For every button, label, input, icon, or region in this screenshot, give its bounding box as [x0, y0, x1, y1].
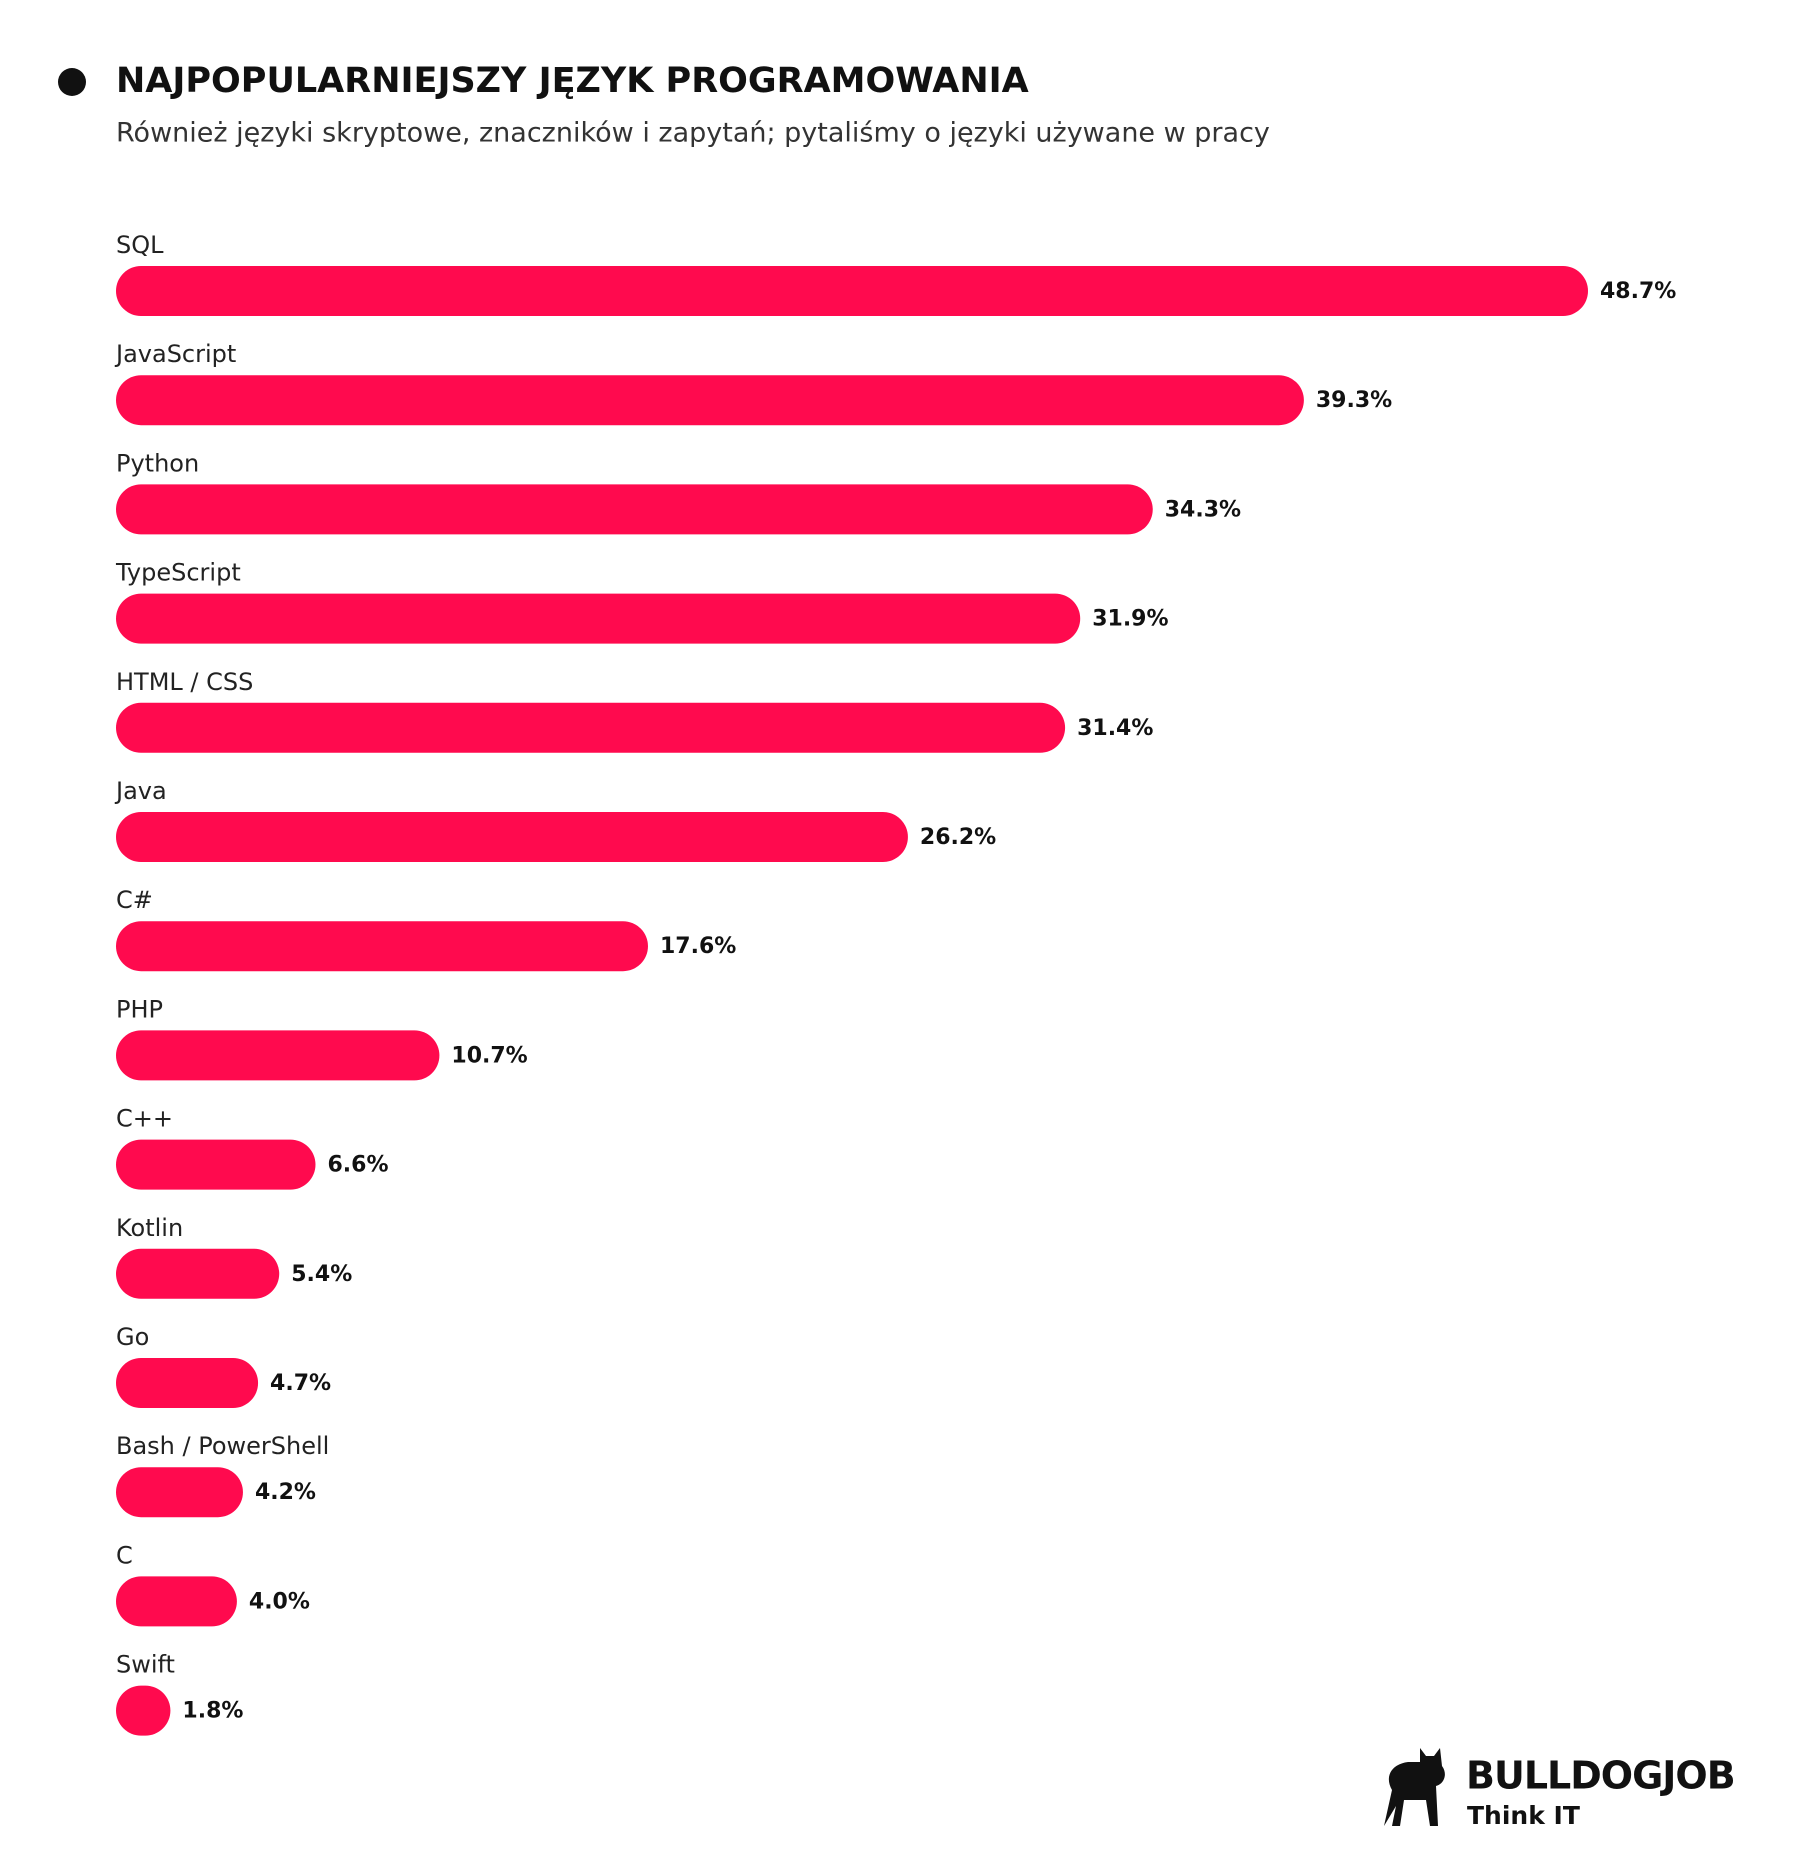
bar: [116, 375, 1304, 426]
category-label: C#: [116, 886, 153, 914]
category-label: PHP: [116, 995, 163, 1023]
bar: [116, 1467, 243, 1518]
bar: [116, 1576, 237, 1627]
bar: [116, 921, 648, 972]
value-label: 17.6%: [660, 934, 736, 959]
value-label: 1.8%: [182, 1699, 243, 1724]
category-label: C: [116, 1541, 133, 1569]
chart-subtitle: Również języki skryptowe, znaczników i z…: [116, 118, 1270, 149]
value-label: 34.3%: [1165, 497, 1241, 522]
value-label: 4.7%: [270, 1371, 331, 1396]
bar: [116, 593, 1081, 644]
category-label: Kotlin: [116, 1214, 183, 1242]
value-label: 4.0%: [249, 1589, 310, 1614]
value-label: 4.2%: [255, 1480, 316, 1505]
value-label: 39.3%: [1316, 388, 1392, 413]
logo-name: BULLDOGJOB: [1466, 1754, 1735, 1798]
bar: [116, 1139, 316, 1190]
category-label: Python: [116, 449, 199, 477]
value-label: 26.2%: [920, 825, 996, 850]
category-label: TypeScript: [115, 559, 241, 587]
chart-title: NAJPOPULARNIEJSZY JĘZYK PROGRAMOWANIA: [116, 61, 1029, 101]
value-label: 6.6%: [327, 1153, 388, 1178]
value-label: 48.7%: [1600, 279, 1676, 304]
logo-tagline: Think IT: [1467, 1801, 1580, 1830]
bar: [116, 812, 908, 862]
value-label: 10.7%: [451, 1043, 527, 1068]
value-label: 31.9%: [1092, 607, 1168, 632]
category-label: Java: [114, 777, 167, 805]
value-label: 31.4%: [1077, 716, 1153, 741]
category-label: Swift: [116, 1651, 175, 1679]
logo-icon: [1384, 1748, 1445, 1826]
bar: [116, 702, 1066, 753]
bar: [116, 1685, 171, 1736]
bar: [116, 484, 1153, 535]
category-label: Go: [116, 1323, 149, 1351]
bar: [116, 1030, 440, 1081]
category-label: SQL: [116, 231, 164, 259]
bar: [116, 1358, 259, 1408]
title-bullet: [58, 68, 86, 96]
value-label: 5.4%: [291, 1262, 352, 1287]
category-label: HTML / CSS: [116, 668, 253, 696]
bar: [116, 1248, 280, 1299]
bar: [116, 266, 1588, 316]
category-label: JavaScript: [114, 340, 236, 368]
category-label: Bash / PowerShell: [116, 1432, 329, 1460]
category-label: C++: [116, 1105, 173, 1133]
